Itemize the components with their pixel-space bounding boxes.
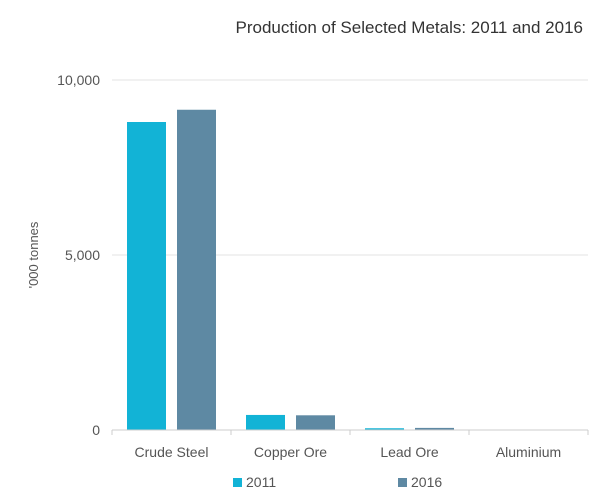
bar-2011-crude-steel: [127, 122, 166, 430]
bar-2016-copper-ore: [296, 415, 335, 430]
y-axis-ticks: 0 5,000 10,000: [57, 72, 100, 438]
bar-2016-crude-steel: [177, 109, 216, 430]
bars: [127, 109, 454, 430]
legend: 2011 2016: [233, 474, 442, 490]
legend-swatch: [233, 478, 242, 487]
legend-label: 2016: [411, 474, 442, 490]
y-tick-label: 10,000: [57, 72, 100, 88]
chart-title: Production of Selected Metals: 2011 and …: [235, 18, 583, 37]
y-axis-label: '000 tonnes: [26, 221, 41, 288]
x-tick-label: Copper Ore: [254, 444, 327, 460]
y-tick-label: 5,000: [65, 247, 100, 263]
x-tick-label: Crude Steel: [135, 444, 209, 460]
bar-2016-lead-ore: [415, 427, 454, 430]
legend-swatch: [398, 478, 407, 487]
x-tick-label: Aluminium: [496, 444, 561, 460]
y-tick-label: 0: [92, 422, 100, 438]
x-axis-ticks: Crude Steel Copper Ore Lead Ore Aluminium: [111, 430, 589, 460]
bar-2011-lead-ore: [365, 428, 404, 430]
legend-label: 2011: [246, 474, 276, 490]
x-tick-label: Lead Ore: [380, 444, 439, 460]
bar-2011-copper-ore: [246, 414, 285, 430]
